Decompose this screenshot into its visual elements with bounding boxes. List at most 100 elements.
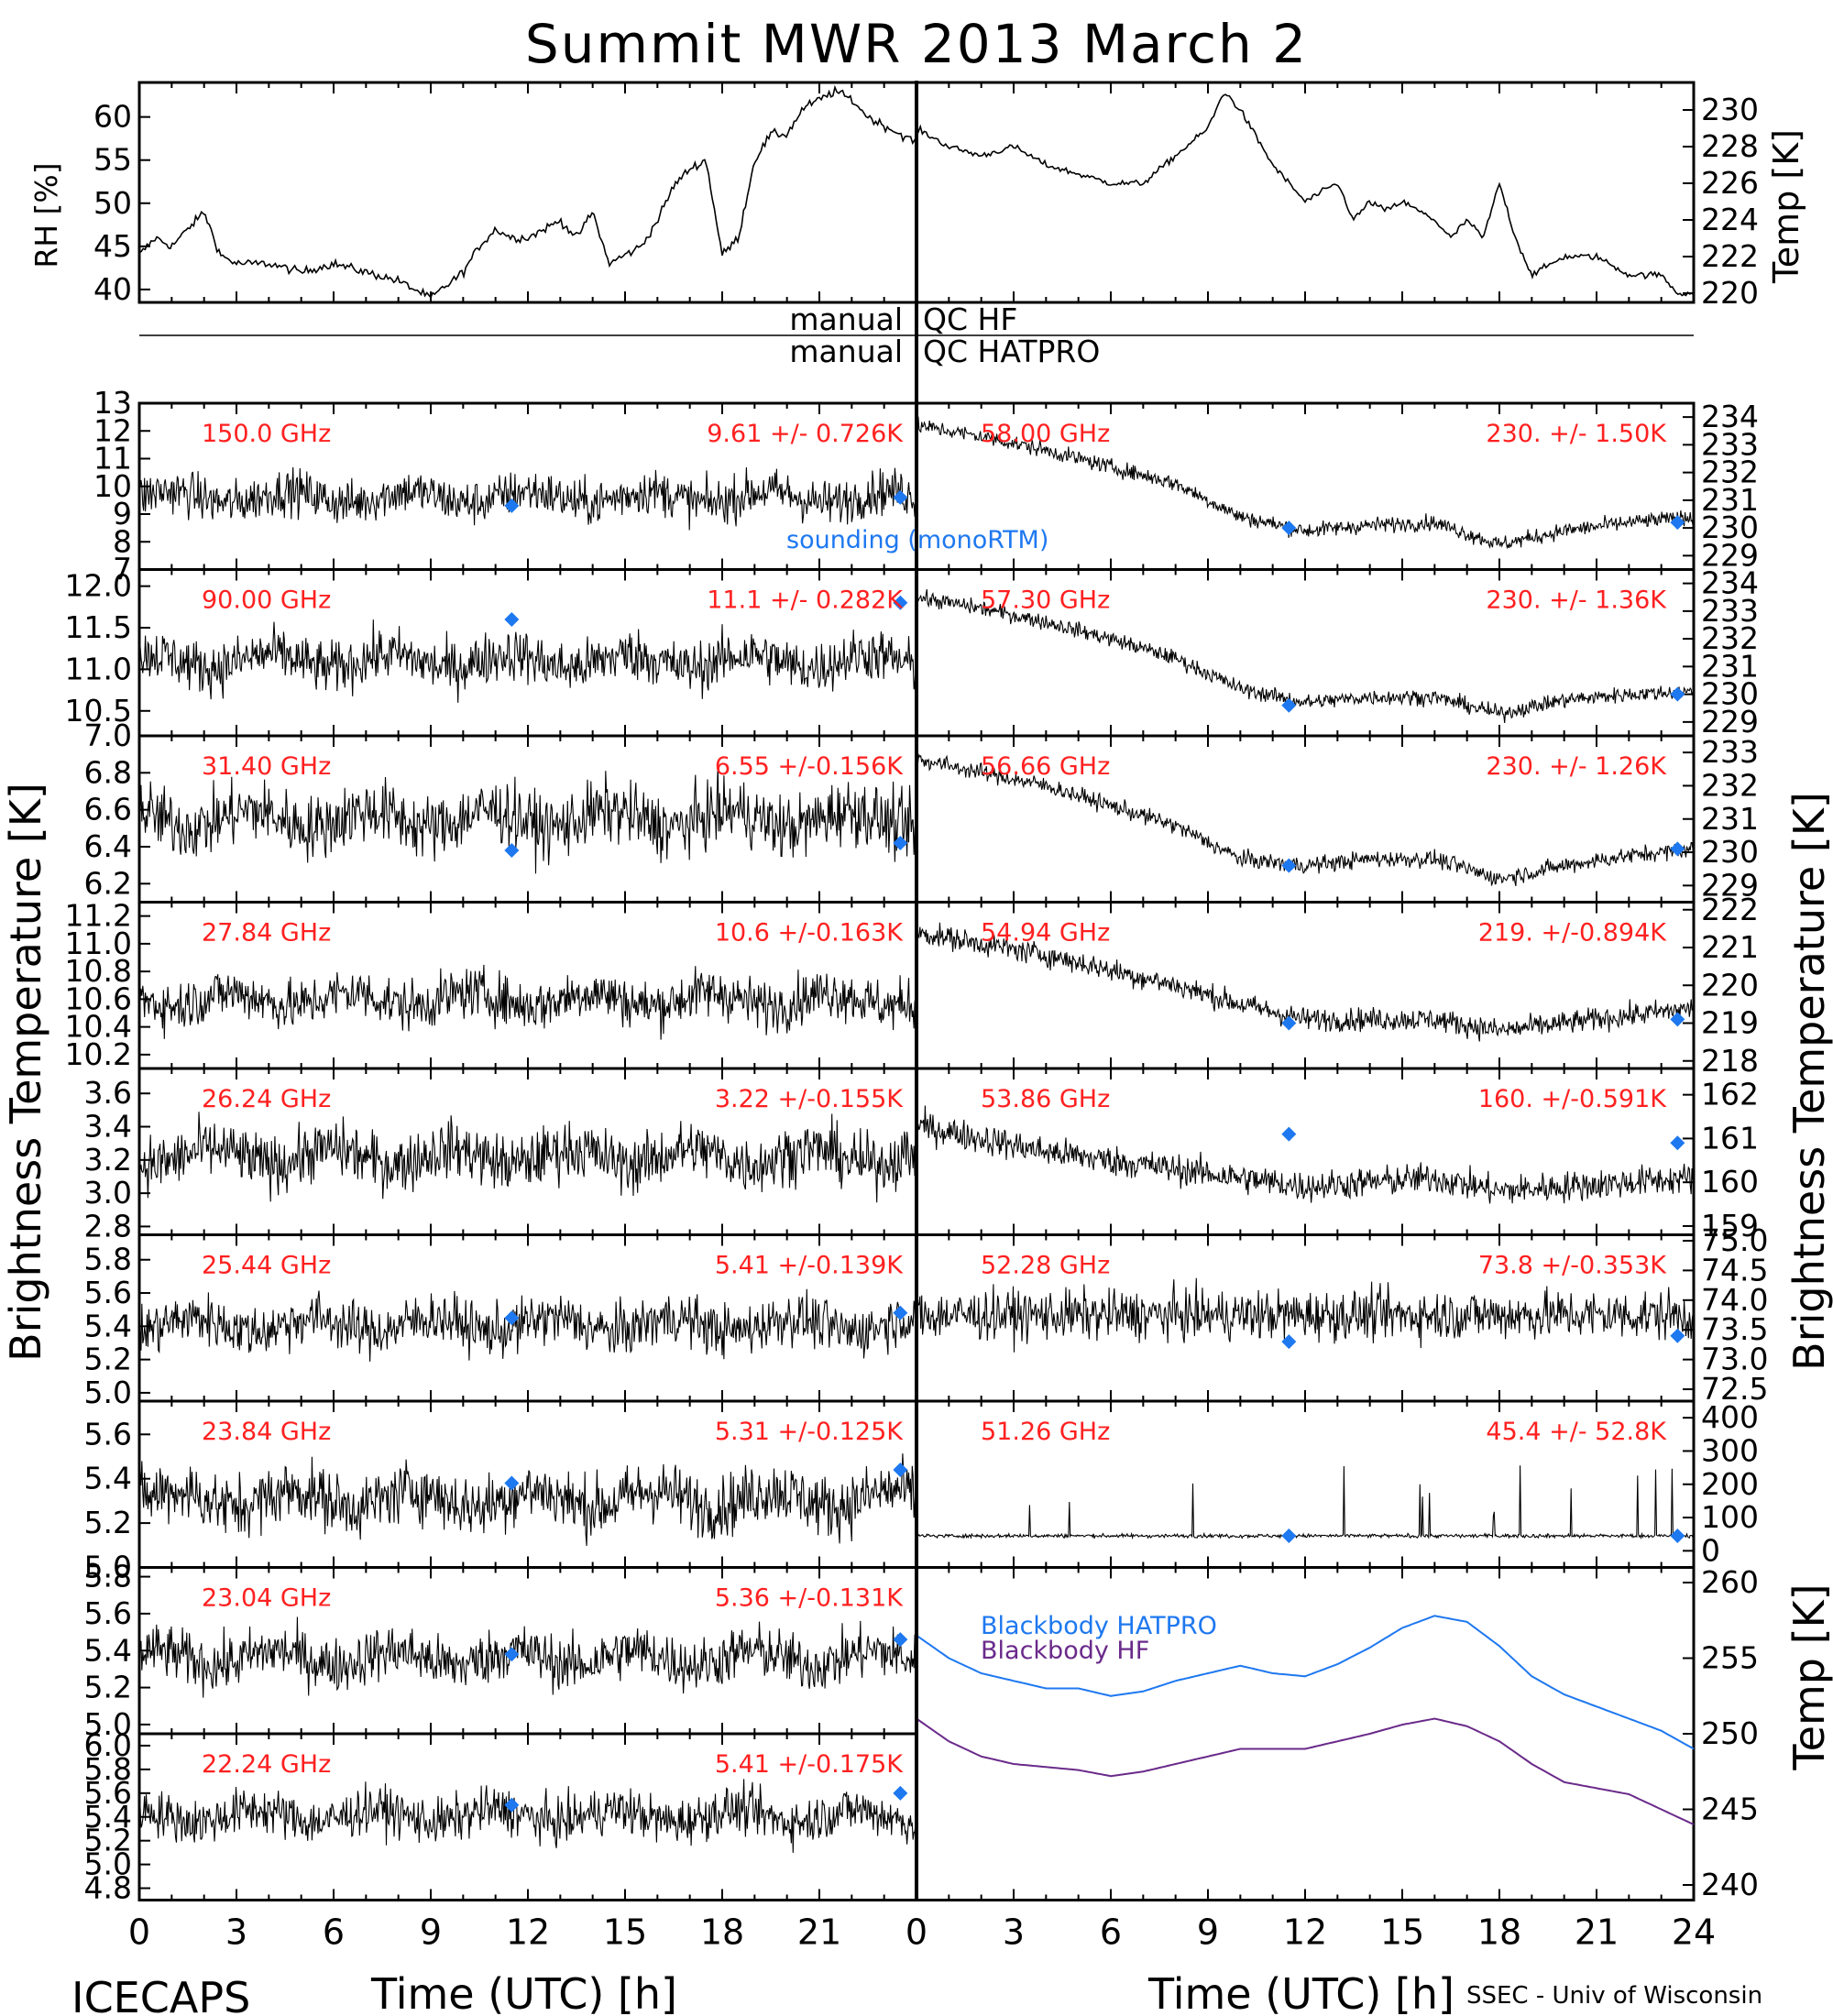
left-panel-2304-stat-label: 5.36 +/-0.131K [715,1584,904,1613]
left-panel-3140-series-line [138,763,917,874]
right-panel-5126-ytick-label: 0 [1701,1532,1720,1568]
right-panel-5126-series-line [916,1465,1695,1540]
left-panel-2384-stat-label: 5.31 +/-0.125K [715,1418,904,1446]
right-panel-5666-frequency-label: 56.66 GHz [981,752,1110,781]
left-panel-3140-ytick-label: 6.6 [84,792,132,827]
left-panel-2784: 10.210.410.610.811.011.2 27.84 GHz 10.6 +/… [65,898,918,1072]
blackbody-panel: 240 245 250 255 260 [915,1564,1759,1902]
left-panel-2384-ytick-label: 5.6 [84,1416,132,1452]
right-panel-5730-sounding-marker [1670,686,1685,702]
right-panel-5730-sounding-marker [1281,697,1297,713]
left-panel-3140-ytick-label: 7.0 [84,718,132,753]
left-panel-2544-ytick-label: 5.6 [84,1275,132,1310]
legend-blackbody-hf: Blackbody HF [981,1637,1149,1665]
left-panel-2384: 5.0 5.2 5.4 5.6 23.84 GHz 5.31 +/-0.125K [84,1399,918,1585]
left-panel-3140-ytick-label: 6.4 [84,828,132,864]
right-panel-5494-ytick-label: 219 [1701,1005,1759,1041]
x-tick-label-left: 15 [603,1912,647,1953]
right-panel-5228-frequency-label: 52.28 GHz [981,1252,1110,1280]
right-panel-5730-ytick-label: 234 [1701,565,1759,601]
temp-top-panel-ytick-label: 220 [1701,275,1759,311]
right-panel-5730-ytick-label: 232 [1701,620,1759,656]
x-tick-label-left: 21 [797,1912,841,1953]
right-panel-5494-ytick-label: 221 [1701,929,1759,965]
left-panel-1500-series-line [138,466,917,531]
left-panel-2784-ytick-label: 10.2 [65,1036,132,1072]
temp-top-panel-ytick-label: 224 [1701,202,1759,237]
legend-blackbody-hatpro: Blackbody HATPRO [981,1612,1217,1640]
left-panel-2224-ytick-label: 5.8 [84,1751,132,1787]
right-panel-5730-series-line [916,589,1695,723]
right-panel-5386-frequency-label: 53.86 GHz [981,1085,1110,1113]
right-panel-5386-ytick-label: 161 [1701,1120,1759,1156]
left-panel-2624-ytick-label: 3.4 [84,1109,132,1145]
right-panel-5126-ytick-label: 100 [1701,1499,1759,1535]
left-panel-2624-ytick-label: 3.0 [84,1175,132,1211]
left-panel-2624-ytick-label: 3.6 [84,1075,132,1111]
x-tick-label-right: 12 [1283,1912,1327,1953]
right-panel-5800-ytick-label: 232 [1701,455,1759,490]
left-panel-2544: 5.05.25.45.65.8 25.44 GHz 5.41 +/-0.139K [84,1233,918,1410]
x-tick-label-right: 0 [906,1912,927,1953]
left-panel-2784-ytick-label: 10.6 [65,981,132,1016]
right-panel-5800-ytick-label: 229 [1701,537,1759,573]
right-panel-5800-stat-label: 230. +/- 1.50K [1486,420,1667,448]
left-panel-2624-series-line [138,1112,917,1203]
left-panel-2224-ytick-label: 5.0 [84,1846,132,1882]
rh-series-line [138,84,917,300]
left-panel-2304-ytick-label: 5.2 [84,1670,132,1705]
left-panel-2384-sounding-marker [893,1463,908,1478]
rh-panel-ytick-label: 40 [93,271,132,307]
right-panel-5800-series-line [916,416,1695,550]
x-axis-label-right: Time (UTC) [h] [1147,1969,1454,2016]
footer-left: ICECAPS [71,1973,250,2016]
right-panel-5386-sounding-marker [1670,1135,1685,1151]
right-panel-5386-sounding-marker [1281,1126,1297,1142]
left-panel-3140-sounding-marker [893,835,908,850]
left-panel-2304-sounding-marker [893,1632,908,1648]
right-panel-5494-sounding-marker [1670,1012,1685,1027]
right-panel-5228-ytick-label: 73.5 [1701,1311,1768,1347]
left-panel-1500-frequency-label: 150.0 GHz [202,420,331,448]
left-panel-2384-sounding-marker [504,1475,520,1491]
x-tick-label-right: 18 [1477,1912,1521,1953]
left-panel-2304-ytick-label: 5.8 [84,1559,132,1594]
right-panel-5228-ytick-label: 74.0 [1701,1282,1768,1318]
left-panel-2624-stat-label: 3.22 +/-0.155K [715,1085,904,1113]
qc-hf-left: manual [789,301,903,337]
left-panel-2544-sounding-marker [504,1310,520,1326]
top-temp-axis-label: Temp [K] [1766,129,1806,284]
left-panel-2224-sounding-marker [893,1785,908,1801]
right-panel-5386-stat-label: 160. +/-0.591K [1478,1085,1667,1113]
right-panel-5228-stat-label: 73.8 +/-0.353K [1478,1252,1667,1280]
left-panel-2384-ytick-label: 5.2 [84,1505,132,1540]
x-tick-label-left: 12 [506,1912,550,1953]
right-panel-5800-frequency-label: 58.00 GHz [981,420,1110,448]
left-panel-2784-ytick-label: 10.4 [65,1009,132,1045]
right-panel-5730-stat-label: 230. +/- 1.36K [1486,586,1667,615]
right-panel-5228-ytick-label: 74.5 [1701,1252,1768,1287]
x-tick-label-right: 3 [1003,1912,1025,1953]
right-panel-5126-sounding-marker [1670,1528,1685,1544]
right-panel-5800-ytick-label: 231 [1701,482,1759,518]
right-panel-5494-ytick-label: 220 [1701,967,1759,1003]
left-panel-2544-ytick-label: 5.4 [84,1308,132,1343]
left-panel-2544-ytick-label: 5.2 [84,1342,132,1377]
left-panel-9000-stat-label: 11.1 +/- 0.282K [707,586,904,615]
left-panel-9000: 10.5 11.0 11.5 12.0 90.00 GHz 11.1 +/- 0.282K [65,568,918,738]
temp-top-panel-frame [915,81,1696,304]
right-panel-5730-ytick-label: 230 [1701,676,1759,712]
left-panel-9000-sounding-marker [893,595,908,610]
right-panel-5800-ytick-label: 234 [1701,399,1759,434]
right-panel-5386-ytick-label: 162 [1701,1077,1759,1112]
left-panel-2304-sounding-marker [504,1647,520,1662]
right-panel-5666-sounding-marker [1281,858,1297,873]
temp-top-panel-ytick-label: 228 [1701,128,1759,164]
left-panel-2224-sounding-marker [504,1797,520,1813]
x-tick-label-right: 24 [1672,1912,1716,1953]
right-panel-5386: 159 160 161 162 53.86 GHz 160. +/-0.591K [915,1067,1759,1244]
